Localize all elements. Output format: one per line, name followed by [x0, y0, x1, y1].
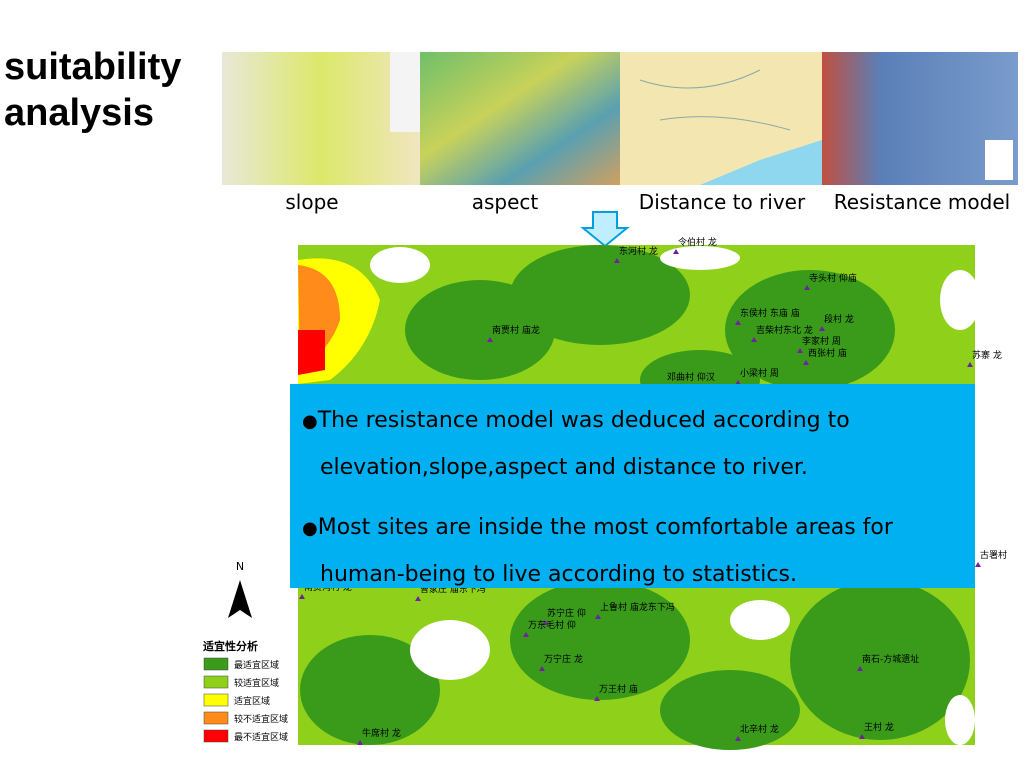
slope-image — [222, 52, 420, 185]
legend-swatch — [203, 729, 229, 743]
legend-swatch — [203, 693, 229, 707]
site-marker — [967, 362, 973, 367]
site-marker — [415, 596, 421, 601]
site-label: 东河村 龙 — [619, 245, 658, 257]
image-legend — [985, 140, 1013, 180]
site-marker — [614, 258, 620, 263]
site-label: 令伯村 龙 — [678, 236, 717, 248]
site-label: 东侯村 东庙 庙 — [740, 307, 800, 319]
site-marker — [357, 740, 363, 745]
slide-title: suitability analysis — [4, 44, 181, 136]
legend-label: 较适宜区域 — [234, 677, 279, 689]
caption: slope — [285, 190, 339, 214]
bullet: The resistance model was deduced accordi… — [302, 398, 965, 491]
site-marker — [735, 380, 741, 385]
title-line: analysis — [4, 92, 154, 134]
north-symbol — [228, 580, 252, 618]
site-label: 北辛村 龙 — [740, 723, 779, 735]
zone-none — [370, 246, 980, 745]
legend-swatch — [203, 657, 229, 671]
site-marker — [595, 614, 601, 619]
site-label: 段村 龙 — [824, 313, 854, 325]
river-area — [700, 140, 822, 185]
site-label: 万东毛村 仰 — [528, 619, 576, 631]
river-lines — [639, 69, 791, 131]
north-label: N — [236, 560, 244, 573]
site-label: 邓曲村 仰汉 — [667, 371, 715, 383]
site-marker — [751, 337, 757, 342]
site-marker — [857, 666, 863, 671]
site-label: 吉柴村东北 龙 — [756, 324, 813, 336]
site-marker — [539, 666, 545, 671]
site-marker — [804, 285, 810, 290]
caption: aspect — [471, 190, 539, 214]
caption: Resistance model — [833, 190, 1011, 214]
site-label: 万宁庄 龙 — [544, 653, 583, 665]
site-marker — [735, 736, 741, 741]
legend-label: 最适宜区域 — [234, 659, 279, 671]
caption: Distance to river — [638, 190, 806, 214]
zone-worst — [298, 330, 325, 375]
site-label: 王村 龙 — [864, 721, 894, 733]
site-marker — [673, 249, 679, 254]
site-marker — [819, 326, 825, 331]
site-label: 南贾村 庙龙 — [492, 324, 540, 336]
bullet: Most sites are inside the most comfortab… — [302, 505, 965, 598]
legend-swatch — [203, 711, 229, 725]
site-marker — [487, 337, 493, 342]
site-label: 李家村 周 — [802, 335, 841, 347]
legend-label: 较不适宜区域 — [234, 713, 288, 725]
thumbnails — [222, 52, 1018, 185]
legend-title: 适宜性分析 — [203, 639, 258, 653]
site-marker — [542, 620, 548, 625]
site-marker — [975, 562, 981, 567]
site-marker — [735, 320, 741, 325]
aspect-image — [420, 52, 620, 185]
site-marker — [803, 360, 809, 365]
site-label: 牛席村 龙 — [362, 727, 401, 739]
title-line: suitability — [4, 46, 182, 88]
text-box: The resistance model was deduced accordi… — [290, 384, 975, 588]
site-marker — [859, 734, 865, 739]
site-label: 南石-方城遗址 — [862, 653, 919, 665]
site-label: 寺头村 仰庙 — [809, 272, 857, 284]
site-label: 西张村 庙 — [808, 347, 847, 359]
legend-swatch — [203, 675, 229, 689]
site-label: 苏宁庄 仰 — [547, 607, 586, 619]
north-arrow: N — [228, 560, 252, 618]
site-marker — [523, 632, 529, 637]
legend-label: 最不适宜区域 — [234, 731, 288, 743]
site-label: 古署村 — [980, 549, 1007, 561]
site-marker — [797, 348, 803, 353]
down-arrow — [580, 211, 630, 248]
site-marker — [594, 696, 600, 701]
site-label: 苏寨 龙 — [972, 349, 1002, 361]
site-label: 小梁村 周 — [740, 367, 779, 379]
site-label: 上鲁村 庙龙东下冯 — [600, 601, 675, 613]
site-label: 万王村 庙 — [599, 683, 638, 695]
legend-label: 适宜区域 — [234, 695, 270, 707]
image-legend — [390, 52, 420, 132]
